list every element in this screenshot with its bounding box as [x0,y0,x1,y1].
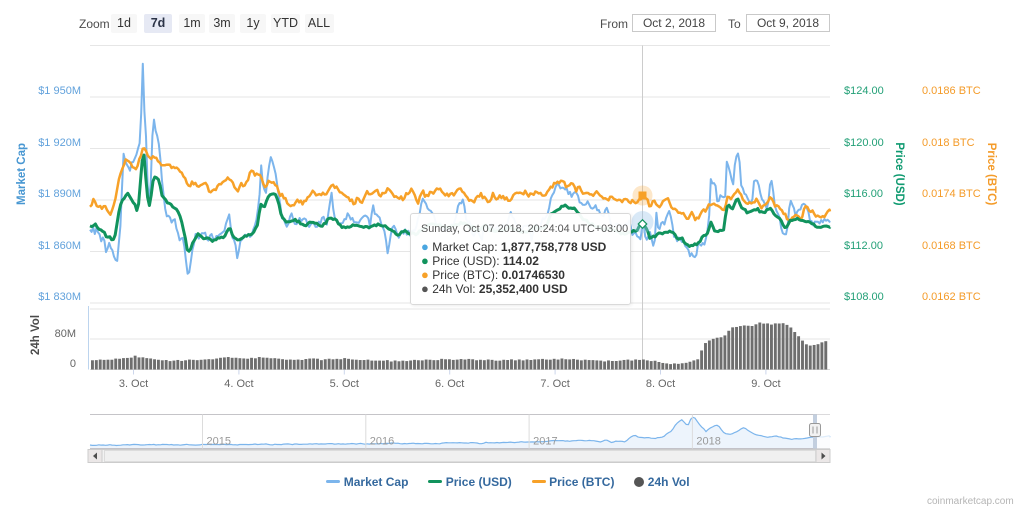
svg-text:2015: 2015 [207,436,231,448]
svg-text:2017: 2017 [533,436,557,448]
svg-text:2018: 2018 [696,436,720,448]
svg-text:2016: 2016 [370,436,394,448]
